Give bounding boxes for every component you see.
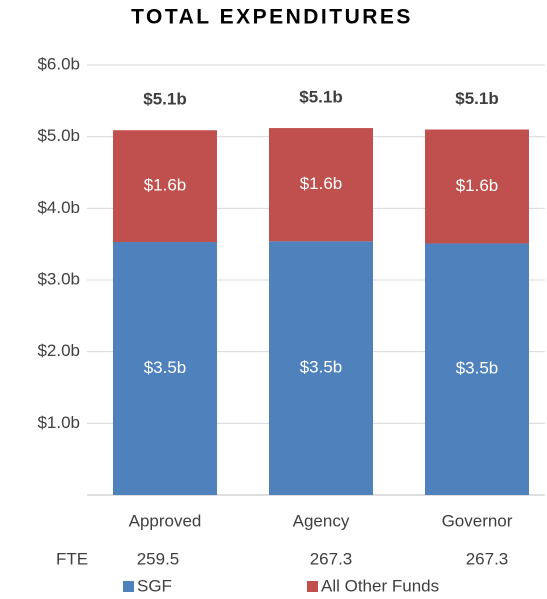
total-label: $5.1b [299,88,342,107]
y-tick-label: $5.0b [37,126,80,145]
legend-swatch [307,581,318,592]
value-label: $1.6b [144,176,187,195]
x-tick-label: Approved [129,511,202,530]
y-tick-label: $1.0b [37,413,80,432]
y-tick-label: $3.0b [37,269,80,288]
bar-segment [425,129,529,244]
total-label: $5.1b [143,90,186,109]
fte-value: 259.5 [137,549,180,568]
y-tick-label: $6.0b [37,54,80,73]
value-label: $1.6b [300,174,343,193]
bar-segment [425,243,529,495]
legend-swatch [123,581,134,592]
value-label: $3.5b [144,358,187,377]
fte-value: 267.3 [310,549,353,568]
bar-segment [269,241,373,495]
y-tick-label: $2.0b [37,341,80,360]
chart-title: TOTAL EXPENDITURES [131,6,413,29]
value-label: $3.5b [300,358,343,377]
total-label: $5.1b [455,89,498,108]
fte-label: FTE [56,549,88,568]
legend-label: All Other Funds [321,576,439,595]
x-tick-label: Governor [442,511,513,530]
bar-segment [113,130,217,243]
y-tick-label: $4.0b [37,198,80,217]
value-label: $3.5b [456,359,499,378]
legend-label: SGF [137,576,172,595]
bar-segment [113,242,217,495]
value-label: $1.6b [456,176,499,195]
bar-segment [269,128,373,242]
x-tick-label: Agency [293,511,350,530]
fte-value: 267.3 [466,549,509,568]
